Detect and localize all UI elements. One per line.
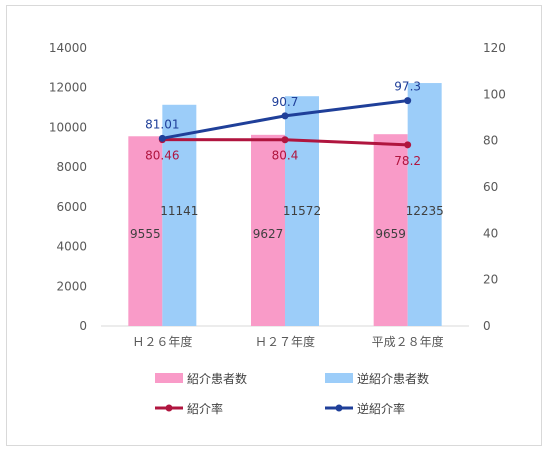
y-left-tick-label: 6000 <box>56 200 87 214</box>
legend-referral-count-label: 紹介患者数 <box>187 371 247 386</box>
line-data-label: 81.01 <box>145 117 179 131</box>
bar-data-label: 9659 <box>375 227 406 241</box>
bar-reverse-referral-count <box>407 83 442 327</box>
bar-data-label: 11572 <box>283 204 321 218</box>
bar-data-label: 9627 <box>253 227 284 241</box>
legend-referral-rate-label: 紹介率 <box>187 401 223 416</box>
x-tick-label: 平成２８年度 <box>372 334 444 349</box>
y-right-tick-label: 100 <box>483 87 506 101</box>
legend-referral-rate-marker <box>165 404 173 412</box>
y-left-tick-label: 8000 <box>56 160 87 174</box>
legend-reverse-referral-count-label: 逆紹介患者数 <box>357 371 429 386</box>
legend-reverse-referral-rate-label: 逆紹介率 <box>357 401 405 416</box>
y-left-tick-label: 12000 <box>49 81 87 95</box>
bar-referral-count <box>373 134 408 326</box>
bar-referral-count <box>128 136 163 326</box>
line-data-label: 97.3 <box>394 80 421 94</box>
line-data-label: 80.46 <box>145 149 179 163</box>
legend-reverse-referral-count-swatch <box>325 373 353 383</box>
y-left-tick-label: 2000 <box>56 279 87 293</box>
combo-chart: 0 2000 4000 6000 8000 10000 12000 14000 0 20 40 60 8… <box>49 41 506 416</box>
point-reverse-referral-rate <box>281 112 289 120</box>
legend-referral-count-swatch <box>155 373 183 383</box>
x-tick-label: Ｈ２６年度 <box>132 334 192 349</box>
bar-data-label: 11141 <box>160 204 198 218</box>
y-right-tick-label: 80 <box>483 134 498 148</box>
bar-data-label: 9555 <box>130 227 161 241</box>
x-tick-label: Ｈ２７年度 <box>255 334 315 349</box>
point-referral-rate <box>281 136 289 144</box>
point-reverse-referral-rate <box>158 134 166 142</box>
y-right-tick-label: 40 <box>483 226 498 240</box>
bar-reverse-referral-count <box>285 96 319 327</box>
point-referral-rate <box>404 141 412 149</box>
y-left-tick-label: 10000 <box>49 120 87 134</box>
bar-data-label: 12235 <box>406 204 444 218</box>
y-left-tick-label: 14000 <box>49 41 87 55</box>
y-right-tick-label: 60 <box>483 180 498 194</box>
chart-frame: 0 2000 4000 6000 8000 10000 12000 14000 0 20 40 60 8… <box>6 5 542 446</box>
bar-reverse-referral-count <box>162 104 197 326</box>
bar-referral-count <box>251 134 285 326</box>
legend-reverse-referral-rate-marker <box>335 404 343 412</box>
point-reverse-referral-rate <box>404 97 412 105</box>
y-right-tick-label: 120 <box>483 41 506 55</box>
y-left-tick-label: 4000 <box>56 240 87 254</box>
line-data-label: 80.4 <box>272 149 299 163</box>
y-right-tick-label: 20 <box>483 273 498 287</box>
y-right-tick-label: 0 <box>483 319 491 333</box>
y-left-tick-label: 0 <box>79 319 87 333</box>
line-data-label: 90.7 <box>272 95 299 109</box>
line-data-label: 78.2 <box>394 154 421 168</box>
